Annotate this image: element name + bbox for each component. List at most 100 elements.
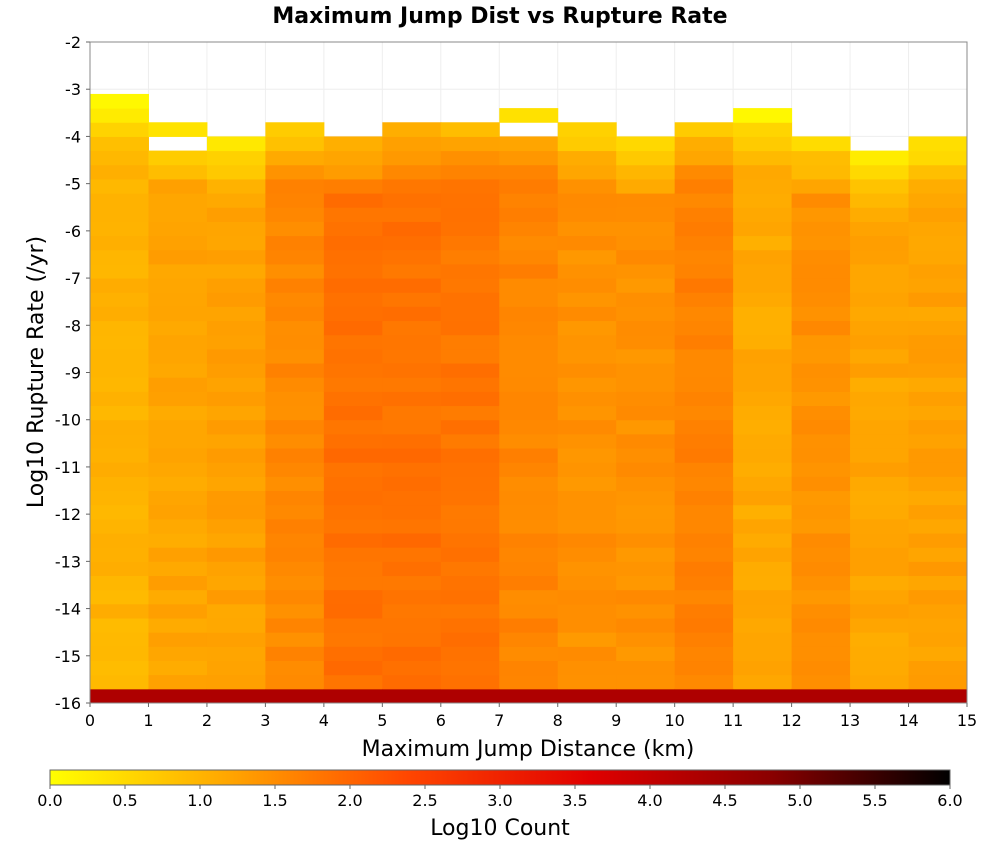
heatmap-cell <box>440 448 500 463</box>
heatmap-cell <box>499 235 559 251</box>
y-tick-label: -10 <box>55 411 81 430</box>
heatmap-cell <box>791 306 851 322</box>
heatmap-cell <box>499 108 559 123</box>
heatmap-cell <box>265 263 325 279</box>
heatmap-cell <box>616 235 676 251</box>
heatmap-cell <box>382 348 442 364</box>
heatmap-cell <box>148 618 208 633</box>
heatmap-cell <box>791 278 851 293</box>
heatmap-cell <box>557 405 617 421</box>
heatmap-cell <box>674 448 734 463</box>
heatmap-cell <box>499 632 559 647</box>
heatmap-cell <box>148 235 208 251</box>
heatmap-cell <box>148 575 208 591</box>
heatmap-cell <box>206 334 266 350</box>
heatmap-cell <box>674 348 734 364</box>
heatmap-cell <box>148 249 208 265</box>
heatmap-cell <box>791 363 851 378</box>
heatmap-cell <box>382 122 442 137</box>
heatmap-cell <box>90 221 149 237</box>
heatmap-cell <box>733 164 793 180</box>
heatmap-cell <box>557 575 617 591</box>
heatmap-cell <box>265 518 325 534</box>
heatmap-cell <box>908 646 968 662</box>
heatmap-cell <box>499 462 559 477</box>
heatmap-cell <box>499 320 559 336</box>
heatmap-cell <box>440 122 500 137</box>
heatmap-cell <box>265 292 325 307</box>
y-tick-label: -5 <box>65 175 81 194</box>
heatmap-cell <box>616 646 676 662</box>
heatmap-cell <box>616 618 676 633</box>
heatmap-cell <box>850 533 910 548</box>
y-tick-label: -15 <box>55 647 81 666</box>
heatmap-cell <box>323 603 383 619</box>
heatmap-cell <box>382 632 442 647</box>
heatmap-cell <box>206 575 266 591</box>
heatmap-cell <box>382 150 442 166</box>
heatmap-cell <box>791 164 851 180</box>
heatmap-cell <box>440 589 500 605</box>
heatmap-cell <box>265 334 325 350</box>
heatmap-cell <box>733 178 793 194</box>
heatmap-cell <box>323 433 383 449</box>
heatmap-cell <box>382 164 442 180</box>
heatmap-cell <box>908 221 968 237</box>
heatmap-cell <box>908 462 968 477</box>
heatmap-cell <box>382 674 442 690</box>
heatmap-cell <box>850 561 910 577</box>
heatmap-cell <box>791 575 851 591</box>
heatmap-cell <box>557 207 617 222</box>
heatmap-cell <box>850 632 910 647</box>
heatmap-cell <box>557 547 617 562</box>
heatmap-cell <box>323 618 383 633</box>
heatmap-cell <box>908 164 968 180</box>
heatmap-cell <box>616 476 676 492</box>
heatmap-cell <box>148 688 208 704</box>
heatmap-cell <box>323 632 383 647</box>
heatmap-cell <box>908 306 968 322</box>
heatmap-cell <box>557 193 617 208</box>
heatmap-cell <box>440 363 500 378</box>
colorbar-tick-label: 5.5 <box>862 791 887 810</box>
heatmap-cell <box>908 504 968 520</box>
heatmap-cell <box>499 221 559 237</box>
heatmap-cell <box>674 221 734 237</box>
heatmap-cell <box>616 292 676 307</box>
heatmap-cell <box>323 561 383 577</box>
heatmap-cell <box>616 603 676 619</box>
heatmap-cell <box>148 334 208 350</box>
heatmap-cell <box>440 533 500 548</box>
heatmap-cell <box>382 193 442 208</box>
heatmap-cell <box>674 164 734 180</box>
heatmap-cell <box>148 547 208 562</box>
x-axis-label: Maximum Jump Distance (km) <box>362 737 695 762</box>
y-axis: -2 -3 -4 -5 -6 -7 -8 -9 -10 -11 -12 -13 -14 -15 -16 <box>55 33 90 713</box>
heatmap-cell <box>850 363 910 378</box>
heatmap-cell <box>440 263 500 279</box>
heatmap-cell <box>557 632 617 647</box>
heatmap-cell <box>265 646 325 662</box>
heatmap-cell <box>850 292 910 307</box>
heatmap-cell <box>148 632 208 647</box>
x-tick-label: 1 <box>143 711 153 730</box>
x-tick-label: 9 <box>611 711 621 730</box>
heatmap-cell <box>90 193 149 208</box>
heatmap-cell <box>674 462 734 477</box>
heatmap-cell <box>382 646 442 662</box>
heatmap-cell <box>382 136 442 152</box>
heatmap-cell <box>265 306 325 322</box>
heatmap-cell <box>382 235 442 251</box>
heatmap-cell <box>90 108 149 123</box>
heatmap-cell <box>265 504 325 520</box>
heatmap-cell <box>850 306 910 322</box>
colorbar-tick-label: 2.0 <box>337 791 362 810</box>
x-axis: 0 1 2 3 4 5 6 7 8 9 10 11 12 13 14 15 <box>85 703 977 730</box>
heatmap-cell <box>265 193 325 208</box>
heatmap-cell <box>382 561 442 577</box>
heatmap-cell <box>557 377 617 392</box>
heatmap-cell <box>733 249 793 265</box>
heatmap-cell <box>850 278 910 293</box>
y-tick-label: -9 <box>65 364 81 383</box>
heatmap-cell <box>499 164 559 180</box>
